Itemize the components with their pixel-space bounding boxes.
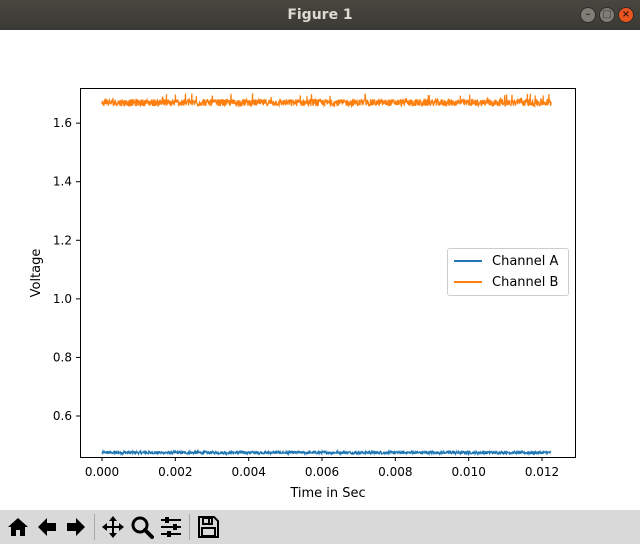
y-tick-label: 0.6 [53,409,72,423]
x-tick-label: 0.002 [158,465,192,479]
legend-entry-channel-b: Channel B [454,273,558,291]
legend-label-channel-a: Channel A [492,253,559,269]
save-icon [197,516,219,538]
minimize-icon[interactable]: – [580,7,596,23]
back-button[interactable] [33,514,60,541]
ticks-layer: 0.000 0.002 0.004 0.006 0.008 0.010 0.012 0.6 0.… [53,116,559,479]
y-tick-label: 1.0 [53,292,72,306]
series-layer [101,93,552,457]
x-tick-label: 0.008 [378,465,412,479]
pan-icon [101,516,124,538]
pan-button[interactable] [99,514,126,541]
window-title: Figure 1 [287,7,353,23]
y-tick-label: 1.4 [53,175,72,189]
figure-canvas[interactable]: 0.000 0.002 0.004 0.006 0.008 0.010 0.012 0.6 0.… [0,30,640,510]
toolbar-separator [94,514,95,540]
back-icon [37,518,56,536]
zoom-button[interactable] [128,514,155,541]
navigation-toolbar [0,510,640,544]
series-line-channel-b [101,93,552,109]
close-icon[interactable]: × [618,7,634,23]
y-tick-label: 1.6 [53,116,72,130]
x-tick-label: 0.010 [451,465,485,479]
plot-svg: 0.000 0.002 0.004 0.006 0.008 0.010 0.012 0.6 0.… [29,88,576,501]
legend-swatch-channel-b [454,281,482,283]
configure-subplots-icon [160,517,181,537]
forward-button[interactable] [62,514,89,541]
x-tick-label: 0.006 [305,465,339,479]
toolbar-separator [189,514,190,540]
maximize-icon[interactable]: □ [599,7,615,23]
legend: Channel A Channel B [447,248,569,296]
legend-label-channel-b: Channel B [492,274,559,290]
configure-subplots-button[interactable] [157,514,184,541]
window-titlebar: Figure 1 – □ × [0,0,640,30]
x-tick-label: 0.000 [85,465,119,479]
x-tick-label: 0.012 [525,465,559,479]
y-tick-label: 1.2 [53,233,72,247]
y-tick-label: 0.8 [53,350,72,364]
legend-entry-channel-a: Channel A [454,252,558,270]
legend-swatch-channel-a [454,260,482,262]
forward-icon [66,518,85,536]
home-button[interactable] [4,514,31,541]
y-axis-label: Voltage [29,249,44,298]
home-icon [7,518,28,536]
x-tick-label: 0.004 [231,465,265,479]
axes-frame [80,88,576,458]
x-axis-label: Time in Sec [289,486,365,501]
save-button[interactable] [194,514,221,541]
series-line-channel-a [101,448,552,457]
zoom-icon [131,516,154,539]
